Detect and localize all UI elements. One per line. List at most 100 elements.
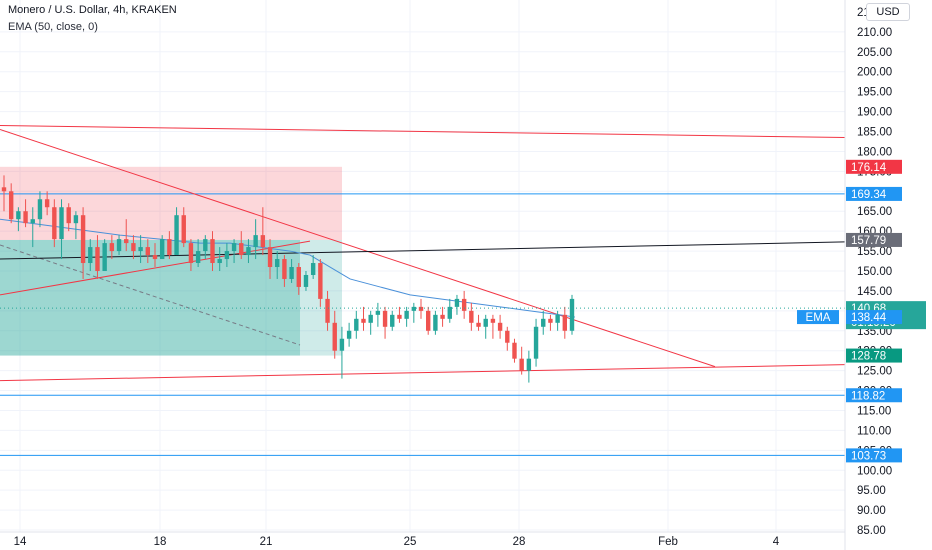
candle-body: [332, 322, 337, 351]
y-tick-label: 85.00: [857, 525, 886, 537]
y-tick-label: 190.00: [857, 107, 892, 119]
trend-line: [0, 129, 716, 368]
candle-body: [461, 298, 467, 311]
ema-value-badge: [846, 310, 902, 325]
candle-body: [152, 255, 158, 260]
candle-body: [555, 314, 560, 323]
level-badge: [846, 186, 902, 201]
y-tick-label: 155.00: [857, 246, 892, 258]
candle-body: [37, 199, 43, 220]
candle-body: [411, 306, 417, 311]
candle-body: [44, 199, 50, 208]
candle-body: [303, 274, 309, 287]
candle-body: [375, 310, 381, 315]
candle-body: [102, 243, 107, 271]
candle-body: [224, 251, 230, 260]
y-tick-label: 205.00: [857, 47, 892, 59]
candle-body: [16, 211, 21, 220]
candle-body: [95, 247, 100, 271]
candle-body: [145, 247, 150, 256]
candle-body: [346, 330, 352, 339]
candle-body: [382, 310, 388, 327]
candle-body: [519, 358, 524, 371]
ema-value-text: 138.44: [851, 312, 887, 324]
candle-body: [217, 259, 222, 264]
y-tick-label: 180.00: [857, 146, 892, 158]
candle-body: [231, 243, 237, 252]
candle-body: [476, 322, 481, 327]
candle-body: [8, 191, 14, 220]
entry-price-badge: [846, 232, 902, 247]
candle-body: [390, 314, 395, 327]
ema-name-text: EMA: [806, 312, 831, 324]
candle-body: [131, 243, 136, 252]
x-tick-label: 14: [14, 536, 27, 548]
x-tick-label: 21: [260, 536, 273, 548]
candle-body: [267, 247, 273, 268]
candle-body: [541, 318, 546, 327]
x-tick-label: 4: [773, 536, 780, 548]
candle-body: [159, 239, 165, 260]
candle-body: [339, 338, 345, 351]
y-tick-label: 150.00: [857, 266, 892, 278]
y-tick-label: 145.00: [857, 286, 892, 298]
candle-body: [80, 215, 86, 264]
stop-price-badge: [846, 159, 902, 174]
symbol-title: Monero / U.S. Dollar, 4h, KRAKEN: [8, 4, 177, 16]
x-tick-label: 18: [154, 536, 167, 548]
candle-body: [210, 239, 215, 264]
y-tick-label: 100.00: [857, 465, 892, 477]
candle-body: [66, 207, 71, 224]
x-tick-label: 25: [404, 536, 417, 548]
candle-body: [116, 239, 122, 252]
candle-body: [368, 314, 373, 323]
y-tick-label: 95.00: [857, 485, 886, 497]
candle-body: [253, 235, 258, 248]
candle-body: [469, 310, 474, 323]
candle-body: [124, 239, 129, 244]
currency-button[interactable]: USD: [866, 3, 910, 21]
candle-body: [505, 330, 510, 343]
candle-body: [483, 318, 488, 327]
x-tick-label: Feb: [658, 536, 678, 548]
candle-body: [167, 239, 172, 256]
candle-body: [562, 314, 568, 331]
candle-body: [59, 207, 64, 240]
y-tick-label: 210.00: [857, 27, 892, 39]
candle-body: [426, 310, 431, 331]
position-stop-zone: [0, 166, 342, 240]
y-tick-label: 165.00: [857, 206, 892, 218]
candle-body: [397, 314, 402, 319]
candle-body: [512, 342, 517, 359]
x-tick-label: 28: [513, 536, 526, 548]
level-badge-text: 169.34: [851, 189, 887, 201]
y-tick-label: 115.00: [857, 405, 891, 417]
level-badge: [846, 388, 902, 403]
indicator-legend[interactable]: EMA (50, close, 0): [8, 21, 98, 33]
candle-body: [195, 251, 201, 264]
y-tick-label: 195.00: [857, 87, 892, 99]
candle-body: [203, 239, 208, 252]
candle-body: [361, 318, 366, 323]
candle-body: [73, 215, 79, 224]
candle-body: [1, 187, 7, 192]
candle-body: [526, 358, 532, 371]
candle-body: [260, 235, 266, 248]
candle-body: [246, 247, 251, 256]
candle-body: [310, 263, 316, 275]
target-price-badge: [846, 348, 902, 363]
candle-body: [548, 318, 553, 323]
candle-body: [433, 314, 438, 331]
candle-body: [88, 247, 93, 264]
candle-body: [325, 298, 330, 323]
trend-line: [0, 364, 846, 382]
candle-body: [23, 211, 28, 224]
candle-body: [239, 243, 244, 256]
stop-price-badge-text: 176.14: [851, 162, 887, 174]
candle-body: [418, 306, 424, 311]
trend-line: [0, 240, 311, 296]
candle-body: [188, 243, 194, 264]
level-badge: [846, 448, 902, 463]
